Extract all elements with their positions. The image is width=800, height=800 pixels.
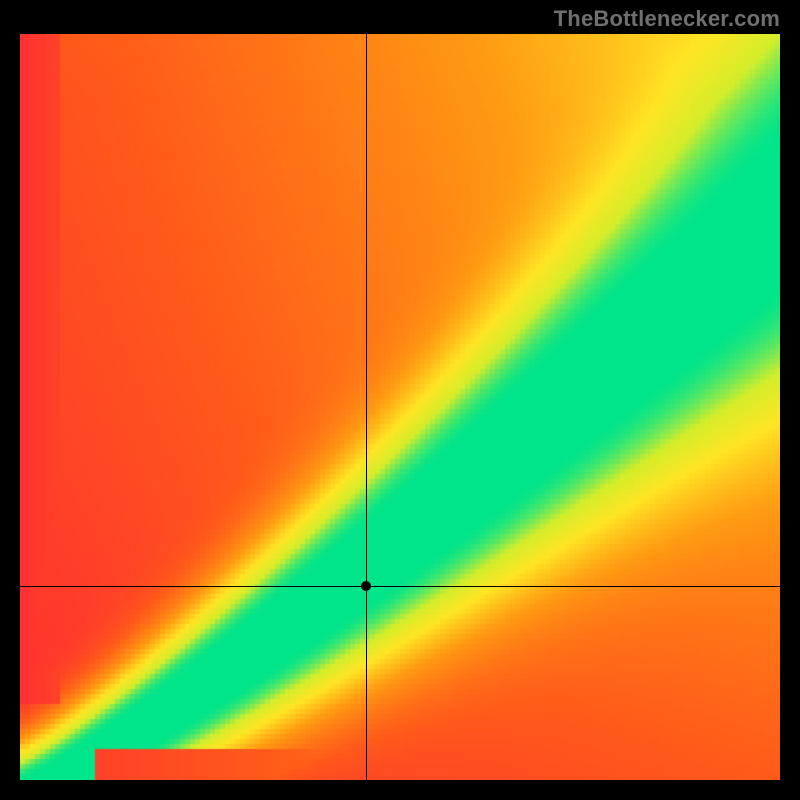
watermark-text: TheBottlenecker.com — [554, 6, 780, 32]
figure-container: TheBottlenecker.com — [0, 0, 800, 800]
crosshair-vertical — [366, 34, 367, 780]
crosshair-horizontal — [20, 586, 780, 587]
heatmap-canvas — [20, 34, 780, 780]
plot-area — [20, 34, 780, 780]
marker-dot — [361, 581, 371, 591]
